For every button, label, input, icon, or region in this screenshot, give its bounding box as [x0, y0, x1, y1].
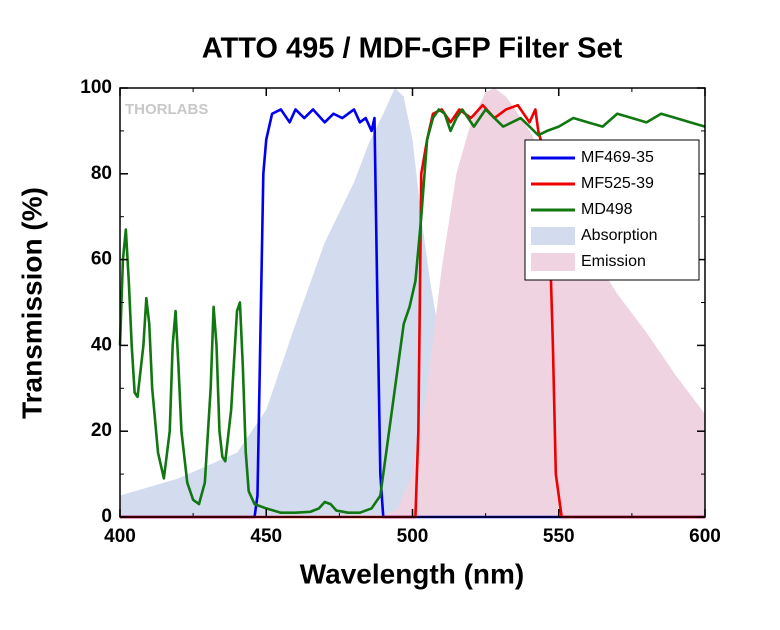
watermark: THORLABS — [125, 101, 208, 118]
x-tick-label: 600 — [689, 526, 721, 547]
area — [383, 88, 705, 517]
area — [120, 88, 705, 517]
legend-swatch — [531, 253, 575, 271]
x-tick-label: 450 — [250, 526, 282, 547]
x-tick-label: 500 — [397, 526, 429, 547]
y-tick-label: 100 — [80, 77, 112, 98]
y-tick-label: 20 — [91, 420, 112, 441]
x-tick-label: 550 — [543, 526, 575, 547]
areas — [120, 88, 705, 517]
y-tick-label: 40 — [91, 334, 112, 355]
legend-label: Emission — [581, 253, 646, 270]
line — [120, 108, 705, 519]
legend-swatch — [531, 227, 575, 245]
legend: MF469-35 MF525-39 MD498 Absorption Emission — [524, 139, 700, 281]
y-tick-label: 60 — [91, 249, 112, 270]
chart-title: ATTO 495 / MDF-GFP Filter Set — [202, 33, 623, 65]
y-tick-label: 80 — [91, 163, 112, 184]
x-tick-label: 400 — [104, 526, 136, 547]
legend-label: MF525-39 — [581, 175, 654, 192]
y-axis-label: Transmission (%) — [16, 187, 47, 419]
line — [118, 108, 706, 515]
legend-label: MF469-35 — [581, 149, 654, 166]
y-tick-label: 0 — [101, 506, 112, 527]
x-axis-label: Wavelength (nm) — [300, 558, 525, 589]
legend-label: MD498 — [581, 201, 633, 218]
legend-label: Absorption — [581, 227, 658, 244]
